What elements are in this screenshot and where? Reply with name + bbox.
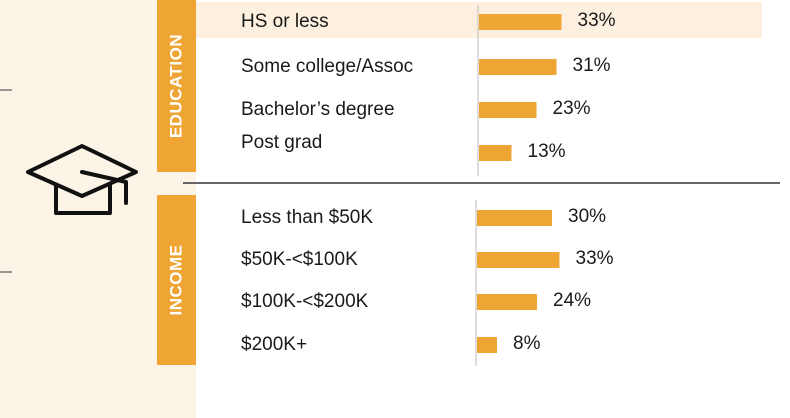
- graduation-cap-icon: [26, 144, 138, 215]
- value-label: 33%: [578, 10, 616, 31]
- bar: [477, 252, 560, 268]
- bar: [477, 210, 552, 226]
- value-label: 30%: [568, 206, 606, 227]
- category-label: Post grad: [241, 132, 322, 153]
- value-label: 23%: [553, 98, 591, 119]
- bar: [479, 145, 512, 161]
- category-label: $100K-<$200K: [241, 291, 369, 312]
- section-band: [157, 195, 196, 365]
- bar: [479, 59, 557, 75]
- bar: [477, 294, 537, 310]
- value-label: 31%: [573, 55, 611, 76]
- category-label: Bachelor’s degree: [241, 99, 395, 120]
- bar: [477, 337, 497, 353]
- category-label: HS or less: [241, 11, 329, 32]
- section-band: [157, 0, 196, 172]
- bar: [479, 102, 537, 118]
- value-label: 8%: [513, 333, 541, 354]
- category-label: Less than $50K: [241, 207, 373, 228]
- value-label: 13%: [528, 141, 566, 162]
- section-title: EDUCATION: [166, 34, 185, 138]
- bar: [479, 14, 562, 30]
- value-label: 33%: [576, 248, 614, 269]
- section-title: INCOME: [166, 245, 185, 316]
- category-label: $50K-<$100K: [241, 249, 358, 270]
- category-label: $200K+: [241, 334, 307, 355]
- category-label: Some college/Assoc: [241, 56, 413, 77]
- value-label: 24%: [553, 290, 591, 311]
